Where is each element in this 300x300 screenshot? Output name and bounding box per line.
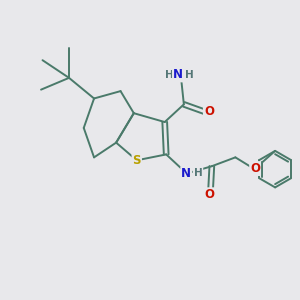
Text: H: H <box>185 70 194 80</box>
Text: N: N <box>173 68 183 81</box>
Text: H: H <box>165 70 174 80</box>
Text: O: O <box>204 105 214 118</box>
Text: O: O <box>204 188 214 201</box>
Text: H: H <box>194 168 202 178</box>
Text: S: S <box>133 154 141 167</box>
Text: O: O <box>250 162 260 175</box>
Text: N: N <box>181 167 191 180</box>
